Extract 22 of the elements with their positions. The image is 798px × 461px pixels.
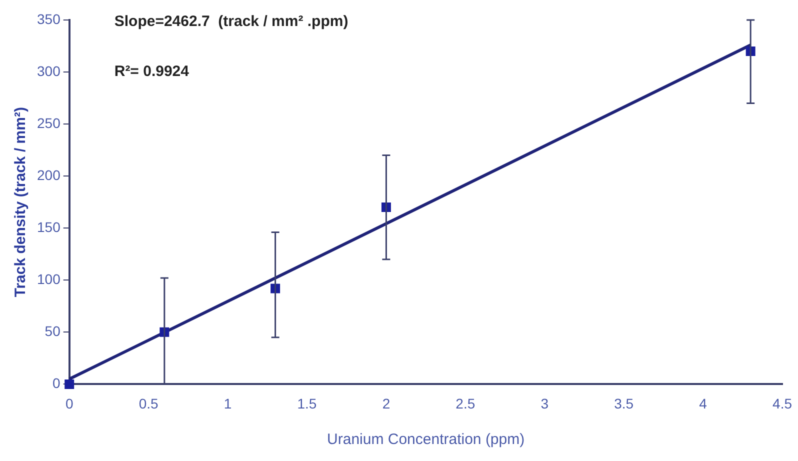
y-tick-label: 150	[37, 218, 61, 235]
y-tick-label: 200	[37, 166, 61, 183]
y-tick-label: 50	[44, 323, 61, 340]
x-axis-title: Uranium Concentration (ppm)	[327, 431, 525, 448]
annotation: R²= 0.9924	[114, 63, 190, 80]
y-axis-title: Track density (track / mm²)	[12, 107, 30, 298]
x-tick-label: 2	[382, 395, 390, 412]
y-tick-label: 250	[37, 114, 61, 131]
x-tick-label: 1.5	[297, 395, 317, 412]
y-tick-label: 350	[37, 10, 61, 27]
x-tick-label: 2.5	[456, 395, 476, 412]
x-tick-label: 1	[224, 395, 232, 412]
annotation: Slope=2462.7 (track / mm² .ppm)	[114, 13, 348, 30]
x-tick-label: 4.5	[772, 395, 792, 412]
y-tick-label: 100	[37, 271, 61, 287]
x-tick-label: 0.5	[138, 395, 159, 412]
x-tick-label: 0	[65, 395, 74, 412]
x-tick-label: 3.5	[614, 395, 634, 412]
x-tick-label: 4	[699, 395, 708, 412]
y-tick-label: 0	[52, 375, 61, 392]
y-tick-label: 300	[37, 62, 61, 79]
x-tick-label: 3	[540, 395, 549, 412]
